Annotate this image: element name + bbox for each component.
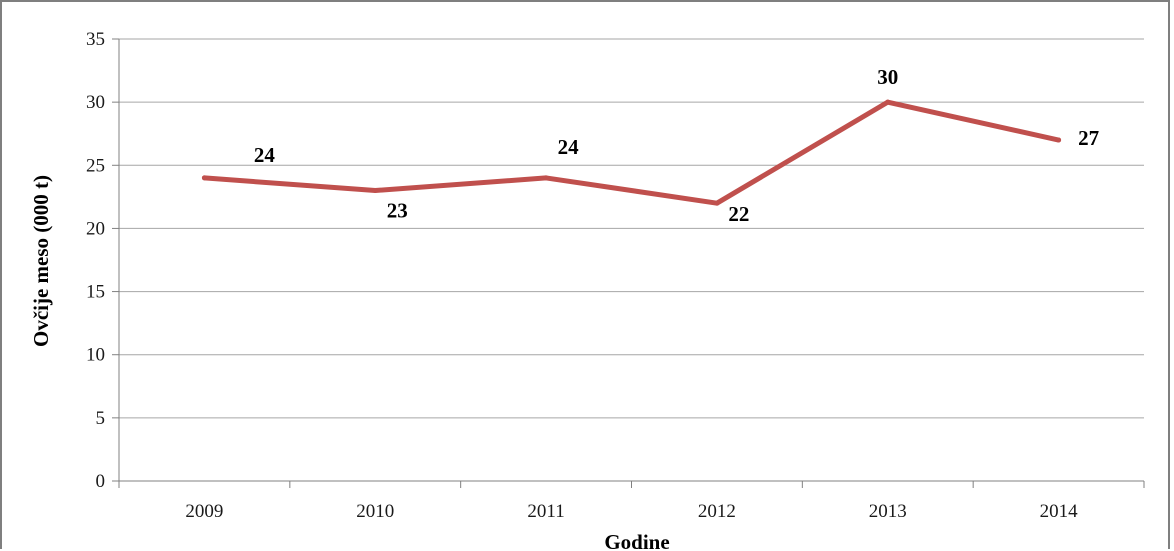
y-tick-label: 10 [86,345,105,366]
y-tick-label: 30 [86,92,105,113]
data-label: 30 [877,65,898,89]
series-line-path [201,99,1062,206]
y-tick-label: 15 [86,282,105,303]
axes: 0 5 10 15 20 25 30 35 2009 2010 2011 2012 2013 2014 [86,29,1145,522]
x-tick-label: 2011 [527,501,564,522]
x-tick-label: 2013 [869,501,907,522]
data-point [714,200,720,206]
data-point [885,99,891,105]
data-label: 22 [728,202,749,226]
x-tick-label: 2014 [1040,501,1079,522]
gridlines [119,38,1144,419]
y-tick-label: 20 [86,218,105,239]
y-tick-label: 5 [96,408,106,429]
x-axis-title: Godine [604,530,669,551]
data-label: 27 [1078,126,1099,150]
y-tick-label: 0 [96,471,106,492]
y-axis-title: Ovčije meso (000 t) [29,175,53,347]
data-point [201,175,207,181]
x-tick-label: 2010 [356,501,394,522]
data-labels: 24 23 24 22 30 27 [254,65,1099,226]
data-label: 24 [254,143,276,167]
x-tick-label: 2009 [185,501,223,522]
data-point [372,188,378,194]
data-point [543,175,549,181]
x-tick-label: 2012 [698,501,736,522]
data-label: 24 [558,135,580,159]
y-tick-label: 25 [86,155,105,176]
series-line [201,99,1062,206]
data-label: 23 [387,199,408,223]
y-tick-label: 35 [86,29,105,50]
data-point [1056,137,1062,143]
